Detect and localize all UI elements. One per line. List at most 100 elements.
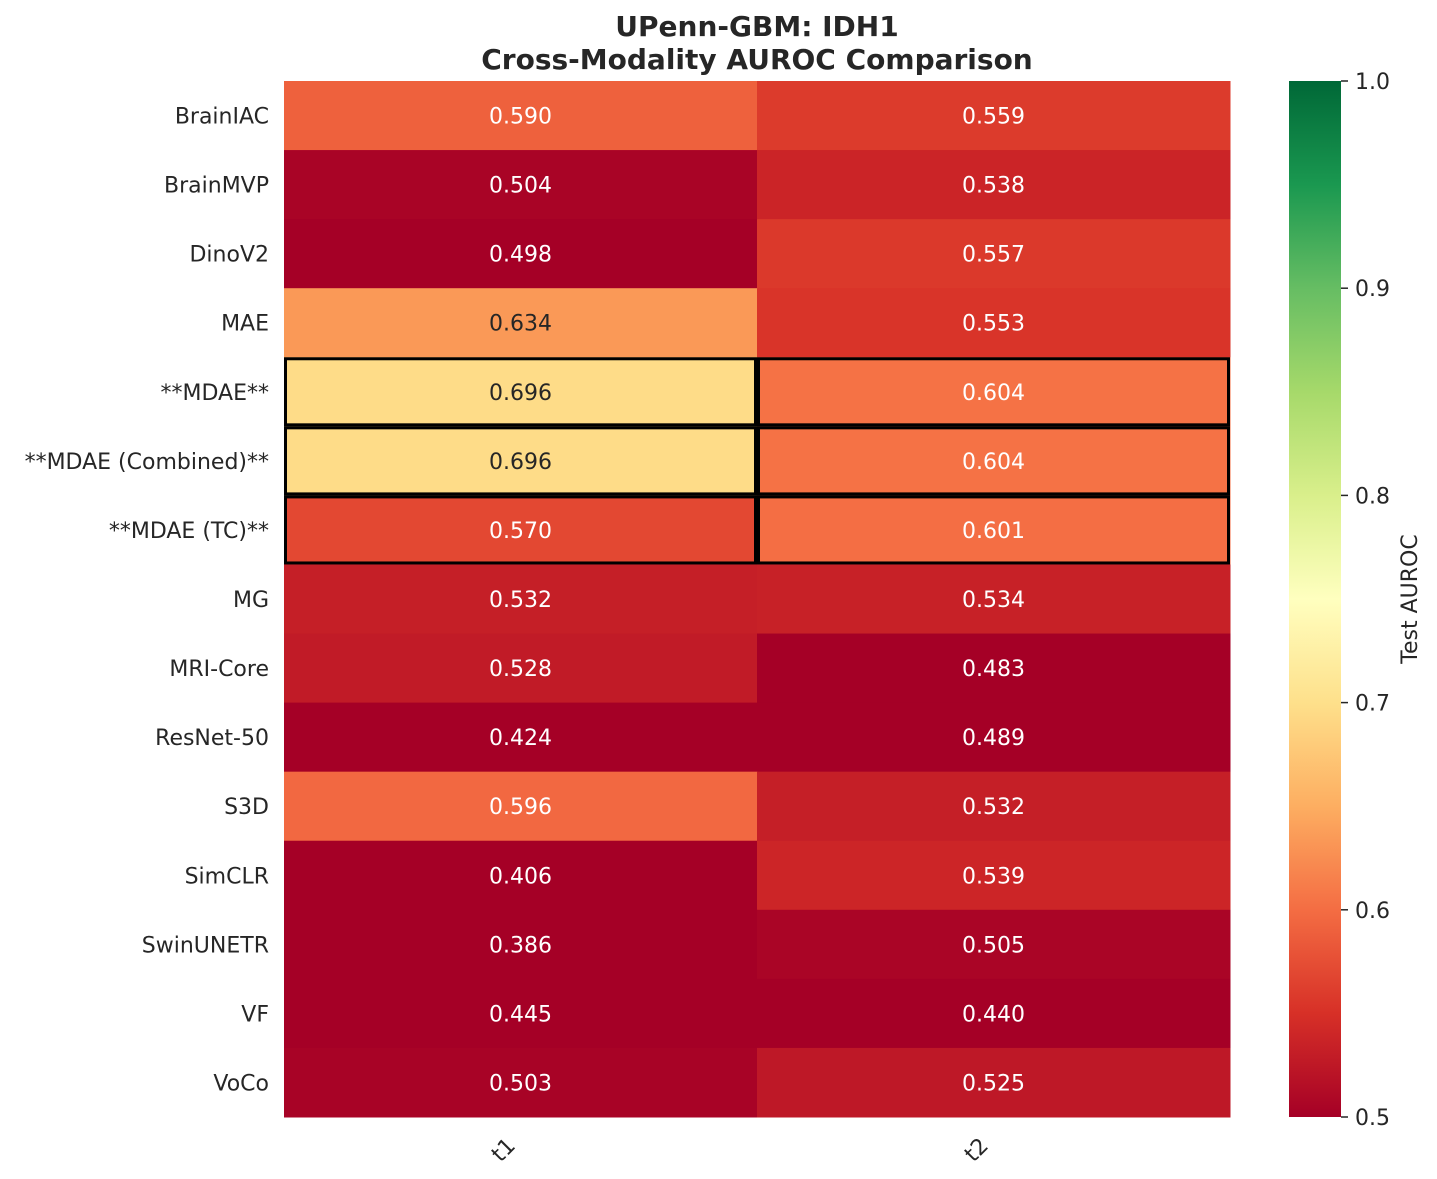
cell-value-label: 0.596 (489, 795, 552, 820)
colorbar-label: Test AUROC (1398, 534, 1423, 664)
cell-value-label: 0.570 (489, 519, 552, 544)
row-label: VoCo (213, 1071, 269, 1096)
row-label: MAE (221, 312, 269, 337)
cell-value-label: 0.604 (962, 381, 1025, 406)
chart-title-line2: Cross-Modality AUROC Comparison (481, 43, 1033, 76)
colorbar (1289, 81, 1341, 1117)
heatmap-cell (757, 771, 1231, 842)
heatmap-cell (284, 702, 758, 773)
column-label: t2 (960, 1134, 994, 1168)
heatmap-cell (757, 633, 1231, 704)
heatmap-cell-labels: 0.590 0.559 0.504 0.538 0.498 0.557 0.634 0.553… (489, 105, 1025, 1097)
row-label: BrainMVP (164, 174, 269, 199)
row-label: SwinUNETR (142, 933, 269, 958)
heatmap-cell (284, 219, 758, 289)
heatmap-cell (284, 1047, 758, 1118)
heatmap-cell (757, 702, 1231, 773)
cell-value-label: 0.534 (962, 588, 1025, 613)
cell-value-label: 0.445 (489, 1002, 552, 1027)
row-label: SimCLR (185, 864, 269, 889)
cell-value-label: 0.525 (962, 1071, 1025, 1096)
colorbar-tick-label: 0.9 (1355, 277, 1390, 302)
row-label: VF (241, 1002, 269, 1027)
cell-value-label: 0.696 (489, 381, 552, 406)
cell-value-label: 0.503 (489, 1071, 552, 1096)
heatmap-cell (757, 564, 1231, 635)
colorbar-tick-label: 0.8 (1355, 484, 1390, 509)
highlight-border (284, 426, 757, 496)
cell-value-label: 0.498 (489, 243, 552, 268)
heatmap-cell (757, 495, 1231, 565)
heatmap-cell (284, 978, 758, 1049)
heatmap-cell (284, 150, 758, 220)
cell-value-label: 0.528 (489, 657, 552, 682)
heatmap-cell (757, 357, 1231, 427)
row-label: **MDAE** (161, 381, 270, 406)
cell-value-label: 0.532 (962, 795, 1025, 820)
colorbar-tick-label: 1.0 (1355, 70, 1390, 95)
heatmap-cell (284, 288, 758, 358)
cell-value-label: 0.634 (489, 312, 552, 337)
cell-value-label: 0.483 (962, 657, 1025, 682)
column-labels: t1 t2 (487, 1134, 994, 1168)
cell-value-label: 0.604 (962, 450, 1025, 475)
colorbar-tick-label: 0.5 (1355, 1106, 1390, 1131)
highlight-border (757, 426, 1230, 496)
heatmap-cell (284, 357, 758, 427)
cell-value-label: 0.386 (489, 933, 552, 958)
heatmap-cell (757, 978, 1231, 1049)
cell-value-label: 0.504 (489, 174, 552, 199)
row-label: DinoV2 (189, 243, 269, 268)
heatmap-cell (757, 1047, 1231, 1118)
cell-value-label: 0.553 (962, 312, 1025, 337)
highlight-borders (284, 357, 1230, 565)
cell-value-label: 0.539 (962, 864, 1025, 889)
colorbar-tick-label: 0.7 (1355, 692, 1390, 717)
heatmap-cell (757, 219, 1231, 289)
colorbar-ticks: 0.5 0.6 0.7 0.8 0.9 1.0 (1341, 70, 1390, 1131)
heatmap-cell (284, 909, 758, 980)
heatmap-cell (757, 840, 1231, 911)
cell-value-label: 0.601 (962, 519, 1025, 544)
heatmap-cells (284, 81, 1231, 1118)
row-label: BrainIAC (175, 105, 269, 130)
heatmap-cell (757, 909, 1231, 980)
row-label: ResNet-50 (155, 726, 269, 751)
colorbar-tick-label: 0.6 (1355, 899, 1390, 924)
cell-value-label: 0.505 (962, 933, 1025, 958)
cell-value-label: 0.538 (962, 174, 1025, 199)
row-labels: BrainIAC BrainMVP DinoV2 MAE **MDAE** **MDAE … (25, 105, 269, 1097)
row-label: S3D (224, 795, 269, 820)
cell-value-label: 0.424 (489, 726, 552, 751)
heatmap-cell (284, 81, 758, 151)
cell-value-label: 0.406 (489, 864, 552, 889)
cell-value-label: 0.590 (489, 105, 552, 130)
row-label: **MDAE (TC)** (109, 519, 269, 544)
column-label: t1 (487, 1134, 521, 1168)
highlight-border (757, 495, 1230, 565)
cell-value-label: 0.489 (962, 726, 1025, 751)
heatmap-cell (284, 426, 758, 496)
cell-value-label: 0.440 (962, 1002, 1025, 1027)
cell-value-label: 0.559 (962, 105, 1025, 130)
heatmap-cell (757, 288, 1231, 358)
row-label: MG (233, 588, 269, 613)
chart-title-line1: UPenn-GBM: IDH1 (615, 10, 898, 43)
heatmap-cell (757, 426, 1231, 496)
row-label: **MDAE (Combined)** (25, 450, 269, 475)
heatmap-cell (757, 150, 1231, 220)
heatmap-cell (284, 495, 758, 565)
cell-value-label: 0.557 (962, 243, 1025, 268)
row-label: MRI-Core (169, 657, 269, 682)
highlight-border (757, 357, 1230, 427)
heatmap-cell (284, 564, 758, 635)
cell-value-label: 0.696 (489, 450, 552, 475)
heatmap-cell (284, 771, 758, 842)
highlight-border (284, 495, 757, 565)
heatmap-cell (757, 81, 1231, 151)
highlight-border (284, 357, 757, 427)
heatmap-cell (284, 633, 758, 704)
heatmap-cell (284, 840, 758, 911)
cell-value-label: 0.532 (489, 588, 552, 613)
